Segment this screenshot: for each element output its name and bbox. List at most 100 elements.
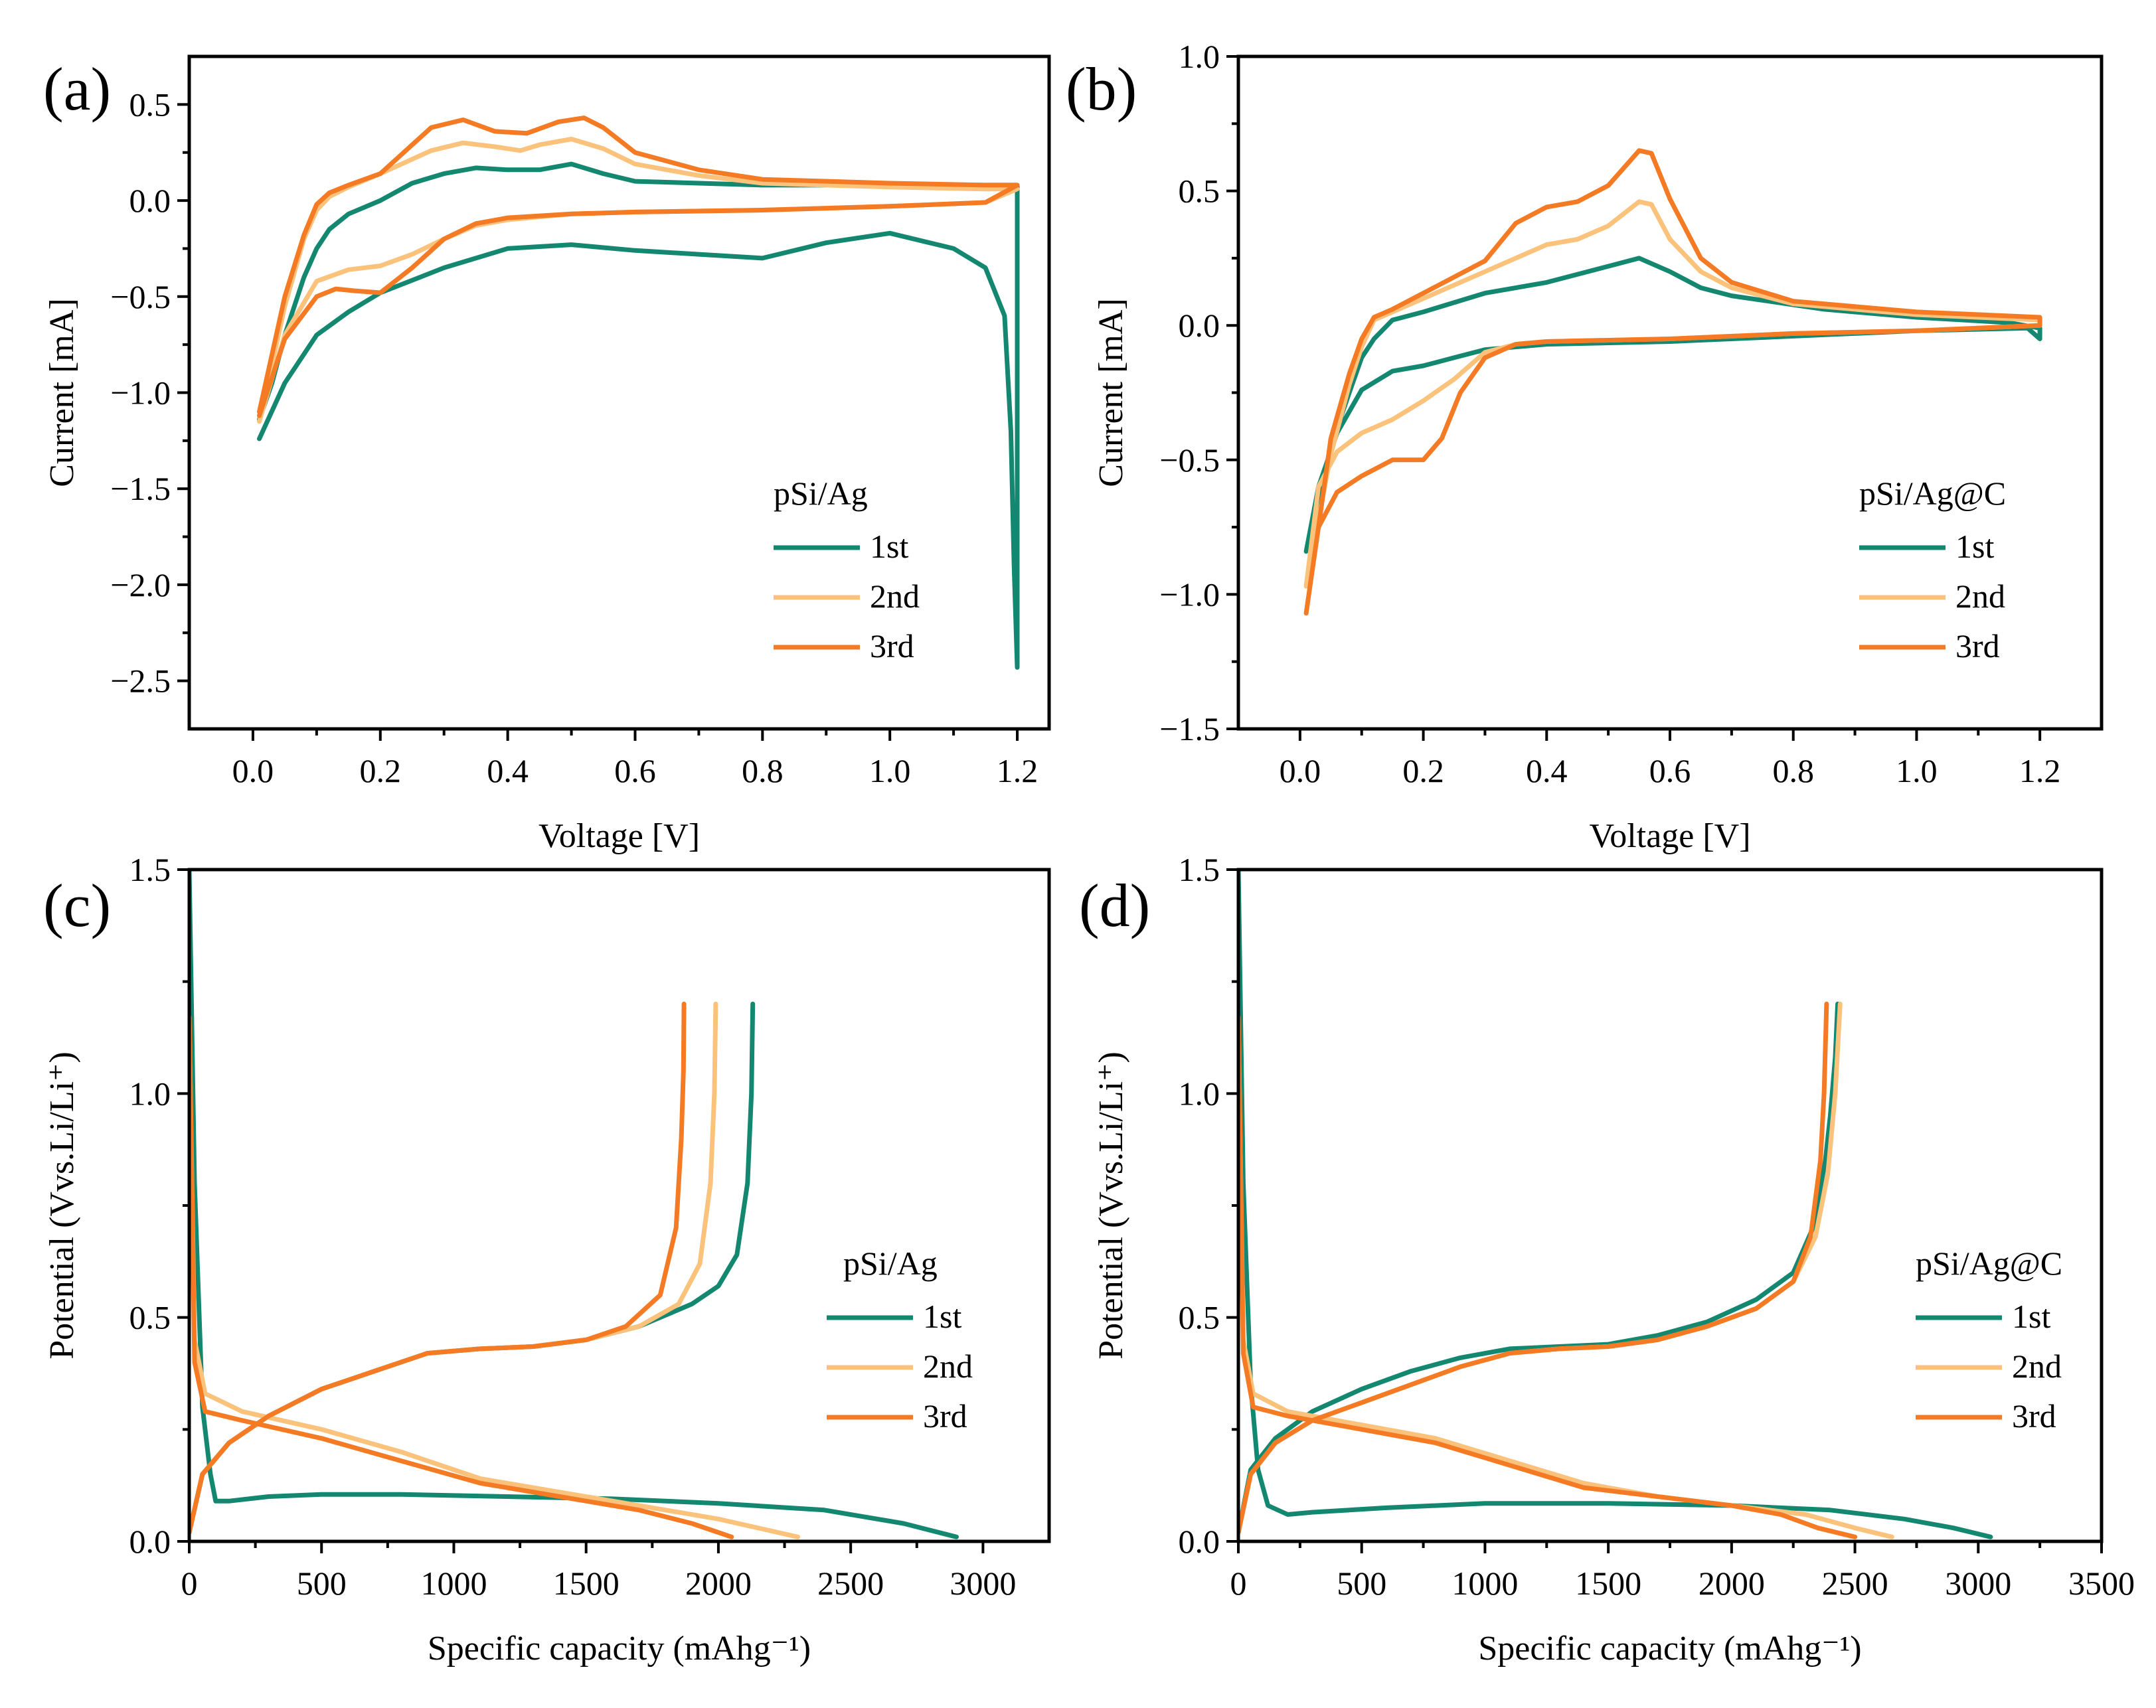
legend-label: 3rd: [2012, 1397, 2056, 1435]
x-tick-label: 0.2: [1402, 752, 1444, 789]
x-tick-label: 1000: [1451, 1565, 1518, 1602]
legend-title: pSi/Ag@C: [1916, 1245, 2062, 1282]
legend-label: 1st: [2012, 1298, 2050, 1335]
y-tick-label: 1.5: [129, 851, 171, 888]
series-group: [257, 116, 1020, 670]
y-axis: 1.0 0.5 0.0 −0.5 −1.0 −1.5: [1159, 38, 1238, 747]
series-line-2nd: [1303, 199, 2042, 589]
series-line-3rd-discharge: [1238, 1015, 1858, 1539]
series-line-2nd-charge: [189, 1001, 718, 1535]
y-axis: 0.5 0.0 −0.5 −1.0 −1.5 −2.0 −2.5: [110, 86, 189, 700]
series-line-2nd-discharge: [189, 1015, 800, 1539]
legend: pSi/Ag@C 1st 2nd 3rd: [1916, 1245, 2062, 1435]
y-axis-title: Current [mA]: [43, 298, 81, 487]
legend-label: 3rd: [923, 1397, 967, 1435]
y-tick-label: 1.0: [1179, 38, 1220, 75]
y-axis: 0.0 0.5 1.0 1.5: [129, 851, 189, 1560]
x-axis: 0 500 1000 1500 2000 2500 3000 3500: [1230, 1541, 2135, 1602]
y-tick-label: 0.5: [1179, 173, 1220, 210]
y-tick-label: −1.5: [110, 470, 171, 507]
y-tick-label: 0.0: [1179, 307, 1220, 344]
y-tick-label: 0.0: [1179, 1523, 1220, 1560]
series-line-3rd: [1303, 148, 2042, 616]
y-tick-label: −0.5: [1159, 441, 1220, 479]
x-tick-label: 1500: [553, 1565, 620, 1602]
series-line-2nd: [257, 137, 1020, 424]
y-tick-label: −0.5: [110, 278, 171, 315]
panel-label: (b): [1066, 55, 1137, 123]
series-line-1st-charge: [1238, 1001, 1841, 1535]
x-tick-label: 3000: [1945, 1565, 2011, 1602]
x-axis-title: Specific capacity (mAhg⁻¹): [1478, 1630, 1861, 1668]
x-tick-label: 0.0: [232, 752, 274, 789]
series-group: [1238, 870, 1993, 1539]
legend-label: 1st: [870, 528, 908, 565]
x-tick-label: 2000: [1699, 1565, 1765, 1602]
series-group: [189, 870, 959, 1539]
series-line-3rd-charge: [189, 1001, 687, 1535]
x-tick-label: 0: [1230, 1565, 1247, 1602]
x-tick-label: 2500: [1822, 1565, 1888, 1602]
x-tick-label: 0: [181, 1565, 198, 1602]
x-axis: 0 500 1000 1500 2000 2500 3000: [181, 1541, 1016, 1602]
x-tick-label: 3000: [950, 1565, 1016, 1602]
x-tick-label: 1.0: [1896, 752, 1938, 789]
x-tick-label: 0.2: [360, 752, 402, 789]
panel-label: (a): [43, 55, 111, 123]
x-tick-label: 0.8: [742, 752, 784, 789]
series-line-1st-discharge: [1238, 870, 1993, 1539]
series-line-1st: [1303, 256, 2042, 554]
panel-label: (c): [43, 872, 111, 939]
chart-panel-a: 0.0 0.2 0.4 0.6 0.8 1.0 1.2 0.5 0.0 −0.5 −1.0 −1.5 −…: [43, 54, 1051, 855]
legend-title: pSi/Ag@C: [1859, 475, 2006, 512]
y-tick-label: −1.0: [110, 374, 171, 412]
x-tick-label: 0.6: [614, 752, 656, 789]
y-tick-label: 0.0: [129, 1523, 171, 1560]
series-line-1st-discharge: [189, 870, 959, 1539]
x-tick-label: 1.0: [869, 752, 911, 789]
y-tick-label: −2.5: [110, 662, 171, 700]
x-tick-label: 500: [1337, 1565, 1386, 1602]
x-tick-label: 0.4: [1526, 752, 1568, 789]
y-axis-title: Potential (Vvs.Li/Li⁺): [1092, 1051, 1130, 1359]
y-axis-title: Current [mA]: [1092, 298, 1130, 487]
series-group: [1303, 148, 2042, 616]
x-axis-title: Voltage [V]: [1589, 817, 1750, 855]
y-tick-label: 0.5: [129, 86, 171, 123]
legend-title: pSi/Ag: [774, 475, 868, 512]
x-tick-label: 0.8: [1772, 752, 1814, 789]
x-tick-label: 1.2: [997, 752, 1038, 789]
x-axis: 0.0 0.2 0.4 0.6 0.8 1.0 1.2: [232, 729, 1038, 789]
y-tick-label: 0.0: [129, 182, 171, 219]
x-tick-label: 1000: [420, 1565, 487, 1602]
legend-label: 2nd: [923, 1348, 973, 1385]
x-tick-label: 0.4: [487, 752, 529, 789]
legend-label: 1st: [923, 1298, 961, 1335]
series-line-1st: [257, 161, 1020, 670]
plot-frame: [187, 868, 1051, 1543]
legend-label: 2nd: [1955, 578, 2005, 615]
series-line-3rd-charge: [1238, 1001, 1829, 1535]
series-line-2nd-discharge: [1238, 1015, 1894, 1539]
x-axis-title: Voltage [V]: [539, 817, 700, 855]
y-tick-label: 1.5: [1179, 851, 1220, 888]
y-tick-label: −1.0: [1159, 576, 1220, 613]
y-axis-title: Potential (Vvs.Li/Li⁺): [43, 1051, 81, 1359]
x-tick-label: 500: [297, 1565, 347, 1602]
legend-label: 2nd: [2012, 1348, 2062, 1385]
y-tick-label: 1.0: [1179, 1075, 1220, 1112]
legend-label: 2nd: [870, 578, 920, 615]
chart-panel-d: 0 500 1000 1500 2000 2500 3000 3500 0.0 0.5 1.0 1.5…: [1079, 851, 2135, 1668]
x-tick-label: 3500: [2068, 1565, 2135, 1602]
legend-label: 1st: [1955, 528, 1994, 565]
panel-label: (d): [1079, 872, 1150, 939]
y-tick-label: 0.5: [1179, 1299, 1220, 1336]
y-tick-label: 1.0: [129, 1075, 171, 1112]
series-line-3rd: [257, 116, 1020, 418]
y-tick-label: −2.0: [110, 566, 171, 603]
y-tick-label: −1.5: [1159, 710, 1220, 747]
y-axis: 0.0 0.5 1.0 1.5: [1179, 851, 1238, 1560]
